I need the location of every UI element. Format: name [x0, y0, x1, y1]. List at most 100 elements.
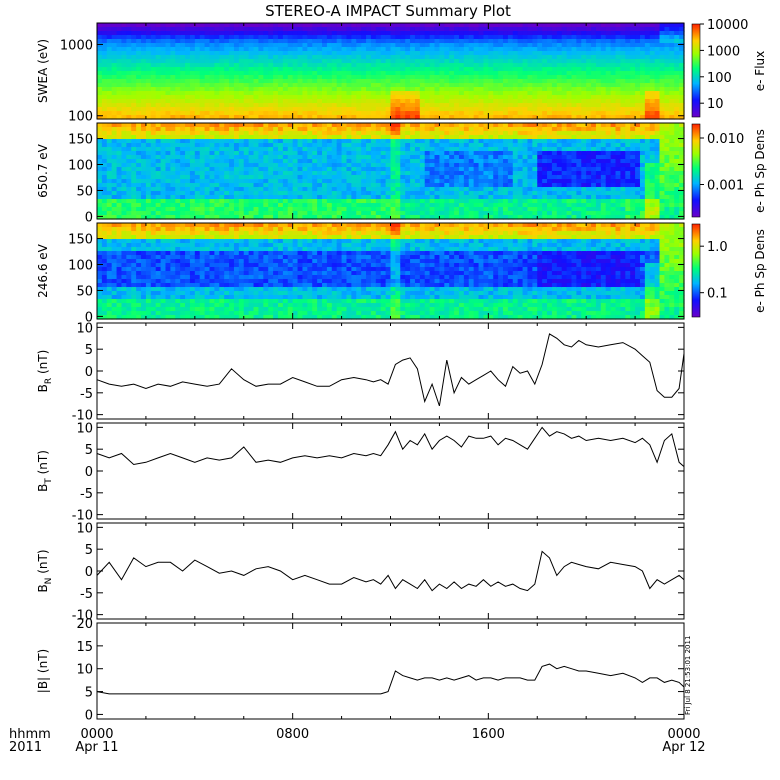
spectrogram-cell	[419, 199, 426, 204]
spectrogram-cell	[341, 143, 348, 148]
spectrogram-cell	[204, 107, 211, 112]
spectrogram-cell	[336, 107, 343, 112]
spectrogram-cell	[136, 39, 142, 44]
spectrogram-cell	[224, 35, 230, 40]
spectrogram-cell	[160, 111, 167, 116]
spectrogram-cell	[366, 111, 372, 116]
spectrogram-cell	[429, 199, 436, 204]
spectrogram-cell	[336, 79, 343, 84]
spectrogram-cell	[444, 35, 450, 40]
spectrogram-cell	[439, 131, 445, 136]
spectrogram-cell	[116, 147, 123, 152]
spectrogram-cell	[547, 47, 553, 52]
spectrogram-cell	[473, 71, 480, 76]
spectrogram-cell	[605, 71, 612, 76]
spectrogram-cell	[370, 143, 377, 148]
spectrogram-cell	[121, 135, 127, 140]
spectrogram-cell	[600, 91, 607, 96]
spectrogram-cell	[121, 159, 127, 164]
spectrogram-cell	[199, 179, 206, 184]
spectrogram-cell	[312, 191, 318, 196]
spectrogram-cell	[209, 107, 215, 112]
spectrogram-cell	[385, 35, 392, 40]
spectrogram-cell	[439, 95, 445, 100]
spectrogram-cell	[268, 183, 274, 188]
y-tick-label: 1000	[60, 38, 93, 53]
spectrogram-cell	[370, 159, 377, 164]
spectrogram-cell	[307, 127, 313, 132]
spectrogram-cell	[507, 163, 514, 168]
spectrogram-cell	[204, 95, 211, 100]
spectrogram-cell	[116, 55, 123, 60]
spectrogram-cell	[610, 71, 617, 76]
spectrogram-cell	[258, 79, 264, 84]
spectrogram-cell	[145, 207, 152, 212]
spectrogram-cell	[370, 75, 377, 80]
spectrogram-cell	[410, 135, 416, 140]
spectrogram-cell	[366, 183, 372, 188]
spectrogram-cell	[209, 91, 215, 96]
spectrogram-cell	[297, 199, 304, 204]
spectrogram-cell	[116, 191, 123, 196]
spectrogram-cell	[507, 199, 514, 204]
spectrogram-cell	[136, 23, 142, 28]
spectrogram-cell	[488, 47, 494, 52]
spectrogram-cell	[229, 87, 235, 92]
spectrogram-cell	[356, 127, 362, 132]
spectrogram-cell	[625, 23, 631, 28]
spectrogram-cell	[326, 79, 333, 84]
spectrogram-cell	[410, 107, 416, 112]
spectrogram-cell	[547, 59, 553, 64]
spectrogram-cell	[131, 79, 137, 84]
spectrogram-cell	[150, 63, 157, 68]
spectrogram-cell	[454, 135, 460, 140]
spectrogram-cell	[204, 55, 211, 60]
spectrogram-cell	[561, 71, 568, 76]
spectrogram-cell	[165, 75, 171, 80]
spectrogram-cell	[243, 131, 250, 136]
spectrogram-cell	[639, 87, 646, 92]
spectrogram-cell	[458, 167, 465, 172]
spectrogram-cell	[654, 79, 661, 84]
spectrogram-cell	[224, 51, 230, 56]
spectrogram-cell	[273, 127, 279, 132]
spectrogram-cell	[243, 191, 250, 196]
spectrogram-cell	[233, 187, 240, 192]
spectrogram-cell	[116, 27, 123, 32]
spectrogram-cell	[551, 103, 558, 108]
spectrogram-cell	[219, 151, 225, 156]
spectrogram-cell	[97, 171, 103, 176]
spectrogram-cell	[248, 91, 255, 96]
spectrogram-cell	[630, 51, 636, 56]
spectrogram-cell	[322, 175, 328, 180]
spectrogram-cell	[366, 75, 372, 80]
spectrogram-cell	[243, 175, 250, 180]
spectrogram-cell	[400, 179, 406, 184]
spectrogram-cell	[366, 79, 372, 84]
spectrogram-cell	[635, 51, 641, 56]
spectrogram-cell	[277, 171, 284, 176]
spectrogram-cell	[434, 139, 441, 144]
spectrogram-cell	[571, 43, 577, 48]
spectrogram-cell	[522, 71, 529, 76]
spectrogram-cell	[97, 35, 103, 40]
spectrogram-cell	[664, 55, 670, 60]
spectrogram-cell	[395, 75, 401, 80]
spectrogram-cell	[410, 115, 416, 120]
spectrogram-cell	[498, 167, 504, 172]
spectrogram-cell	[331, 83, 338, 88]
spectrogram-cell	[248, 95, 255, 100]
spectrogram-cell	[238, 143, 245, 148]
spectrogram-cell	[258, 211, 264, 216]
spectrogram-cell	[375, 83, 382, 88]
spectrogram-cell	[439, 67, 445, 72]
spectrogram-cell	[229, 131, 235, 136]
spectrogram-cell	[268, 127, 274, 132]
spectrogram-cell	[111, 51, 118, 56]
spectrogram-cell	[131, 123, 137, 128]
spectrogram-cell	[317, 47, 323, 52]
spectrogram-cell	[101, 91, 108, 96]
spectrogram-cell	[204, 211, 211, 216]
spectrogram-cell	[361, 23, 367, 28]
spectrogram-cell	[243, 215, 250, 220]
